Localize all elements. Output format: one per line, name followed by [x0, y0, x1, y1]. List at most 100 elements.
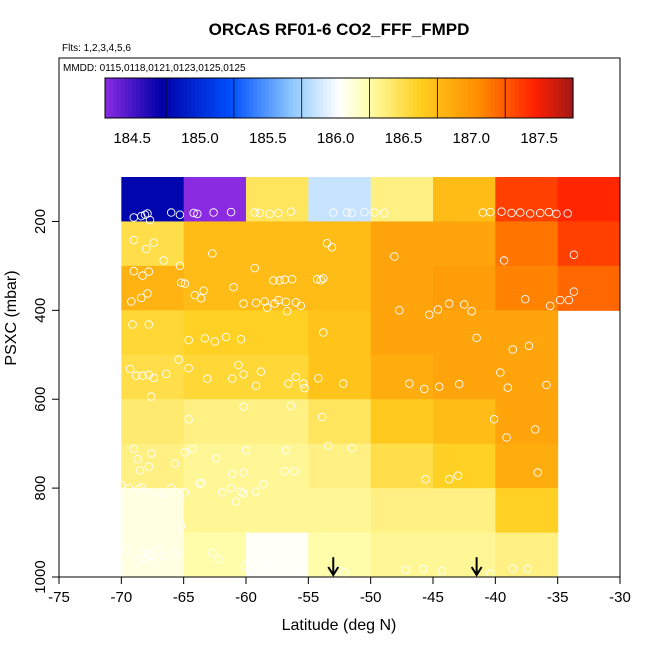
colorbar-segment — [311, 78, 317, 118]
colorbar-segment — [374, 78, 379, 118]
colorbar-segment — [370, 78, 375, 118]
colorbar-segment — [264, 78, 270, 118]
x-tick-label: -45 — [422, 589, 444, 606]
colorbar-tick-label: 186.0 — [317, 130, 355, 147]
observation-point — [327, 242, 337, 252]
colorbar-segment — [346, 78, 352, 118]
y-tick-label: 1000 — [32, 560, 49, 593]
observation-point — [159, 256, 168, 265]
observation-point — [521, 294, 530, 304]
y-axis-label: PSXC (mbar) — [3, 270, 20, 365]
observation-point — [226, 483, 236, 493]
heatmap-cell — [495, 488, 559, 534]
colorbar-segment — [335, 78, 340, 118]
colorbar-segment — [483, 78, 488, 118]
observation-point — [499, 256, 509, 265]
observation-point — [161, 369, 171, 379]
observation-point — [148, 557, 157, 566]
observation-point — [280, 466, 289, 476]
observation-point — [144, 462, 154, 472]
observation-point — [159, 551, 168, 561]
observation-point — [159, 489, 168, 498]
observation-point — [239, 299, 248, 308]
observation-point — [193, 209, 202, 219]
observation-point — [184, 414, 193, 424]
heatmap-cell — [433, 310, 496, 356]
observation-point — [196, 294, 206, 303]
x-tick-label: -35 — [547, 589, 569, 606]
colorbar-ticks: 184.5 185.0 185.5 186.0 186.5 187.0 187.5 — [113, 78, 574, 147]
colorbar-segment — [292, 78, 297, 118]
colorbar-segment — [276, 78, 282, 118]
observation-point — [569, 250, 579, 260]
heatmap-cell — [370, 488, 434, 534]
observation-point — [128, 320, 137, 329]
colorbar-segment — [498, 78, 504, 118]
observation-point — [144, 267, 154, 276]
observation-point — [299, 379, 308, 388]
heatmap-cell — [121, 399, 185, 445]
colorbar-segment — [147, 78, 153, 118]
observation-point — [188, 444, 197, 454]
x-tick-label: -70 — [110, 589, 132, 606]
colorbar-segment — [132, 78, 137, 118]
observation-point — [143, 289, 152, 298]
observation-point — [211, 454, 221, 463]
observation-point — [144, 370, 154, 380]
observation-point — [508, 564, 518, 573]
observation-point — [444, 299, 454, 308]
x-tick-label: -65 — [173, 589, 195, 606]
observation-point — [347, 208, 357, 218]
heatmap-cell — [121, 354, 185, 400]
observation-point — [255, 208, 264, 218]
observation-point — [563, 209, 572, 218]
observation-point — [338, 379, 348, 388]
colorbar-tick-label: 184.5 — [113, 130, 151, 147]
observation-point — [208, 249, 217, 258]
colorbar-segment — [120, 78, 126, 118]
heatmap-cell — [495, 310, 559, 356]
observation-point — [454, 379, 464, 389]
observation-point — [176, 521, 186, 531]
heatmap-cell — [246, 399, 309, 445]
flights-subtitle: Flts: 1,2,3,4,5,6 — [62, 43, 131, 54]
colorbar-segment — [245, 78, 250, 118]
observation-point — [262, 560, 272, 570]
observation-point — [256, 367, 266, 376]
colorbar-segment — [510, 78, 516, 118]
observation-point — [324, 441, 333, 451]
heatmap-cell — [308, 265, 372, 311]
arrows — [327, 557, 483, 577]
observation-point — [184, 363, 193, 373]
observation-point — [360, 207, 369, 217]
heatmap-cells — [121, 177, 621, 578]
colorbar-segment — [530, 78, 535, 118]
observation-point — [281, 446, 291, 455]
colorbar-tick-label: 187.0 — [452, 130, 490, 147]
observation-point — [390, 252, 399, 261]
observation-point — [145, 488, 155, 497]
colorbar-segment — [175, 78, 180, 118]
observation-point — [138, 371, 147, 380]
observation-point — [437, 566, 446, 576]
observation-point — [524, 341, 534, 351]
heatmap-cell — [495, 443, 559, 489]
observation-point — [149, 238, 158, 248]
colorbar-segment — [105, 78, 110, 118]
observation-point — [486, 207, 495, 217]
observation-point — [259, 480, 268, 489]
observation-point — [284, 379, 293, 388]
heatmap-cell — [183, 310, 247, 356]
colorbar-tick-label: 185.0 — [181, 130, 219, 147]
y-tick-label: 800 — [32, 476, 49, 501]
observation-point — [175, 210, 185, 220]
x-tick-label: -50 — [360, 589, 382, 606]
colorbar-segment — [179, 78, 184, 118]
heatmap-cell — [370, 177, 434, 222]
colorbar-segment — [288, 78, 293, 118]
colorbar-segment — [541, 78, 547, 118]
colorbar-segment — [549, 78, 555, 118]
heatmap-cell — [121, 532, 185, 578]
observation-point — [286, 401, 296, 411]
